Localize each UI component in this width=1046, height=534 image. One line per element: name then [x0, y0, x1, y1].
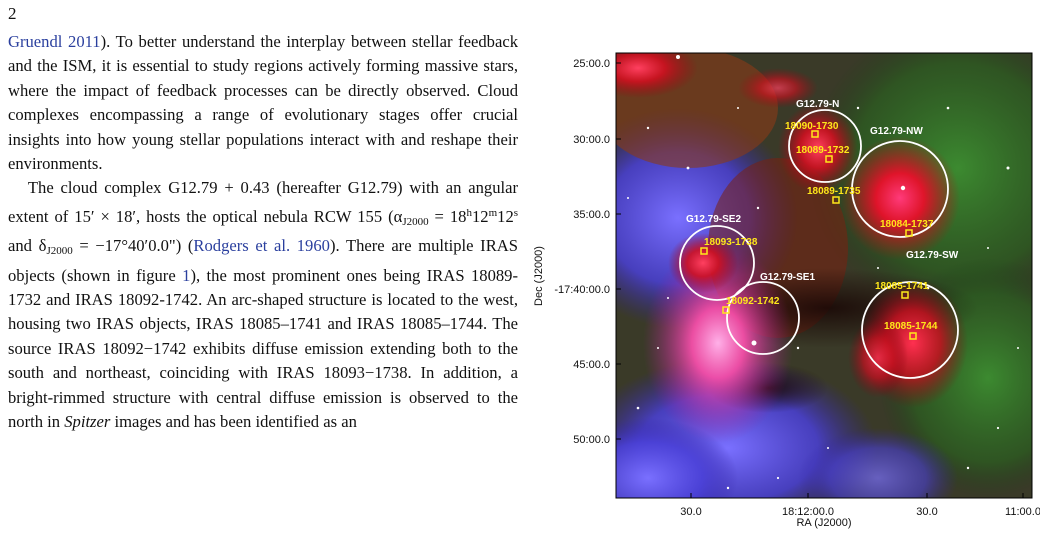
y-axis-ticks	[616, 62, 621, 440]
star-field	[627, 55, 1019, 490]
p2-text-a: The cloud complex G12.79 + 0.43 (hereaft…	[8, 178, 518, 226]
x-tick-label: 30.0	[680, 506, 701, 518]
y-tick-label: 30:00.0	[573, 134, 610, 146]
region-label-n: G12.79-N	[796, 99, 839, 110]
source-marker	[825, 155, 833, 163]
citation-link[interactable]: Gruendl 2011	[8, 32, 101, 51]
source-label: 18090-1730	[785, 121, 839, 132]
source-marker	[700, 247, 708, 255]
source-label: 18092-1742	[726, 296, 780, 307]
p2-sup-m: m	[488, 206, 498, 219]
source-label: 18093-1738	[704, 237, 758, 248]
x-tick-label: 18:12:00.0	[782, 506, 834, 518]
region-circle-se2	[679, 225, 755, 301]
p2-text-d: 12	[497, 206, 514, 226]
y-tick-label: -17:40:00.0	[554, 284, 610, 296]
body-text-column: Gruendl 2011). To better understand the …	[8, 30, 518, 435]
source-label: 18084-1737	[880, 219, 934, 230]
paragraph-1-text: ). To better understand the interplay be…	[8, 32, 518, 174]
source-label: 18085-1741	[875, 281, 929, 292]
p2-text-b: = 18	[428, 206, 467, 226]
y-tick-label: 25:00.0	[573, 58, 610, 70]
source-label: 18085-1744	[884, 321, 938, 332]
p2-text-f: = −17°40′0.0") (	[72, 236, 194, 256]
figure-ref-link[interactable]: 1	[182, 265, 191, 285]
p2-sub-2: J2000	[46, 245, 73, 258]
source-marker	[901, 291, 909, 299]
source-markers	[700, 130, 917, 340]
p2-text-c: 12	[471, 206, 489, 226]
page-number: 2	[8, 4, 17, 23]
source-marker	[905, 229, 913, 237]
source-marker	[811, 130, 819, 138]
region-circle-n	[788, 109, 862, 183]
region-circle-nw	[851, 140, 949, 238]
p2-emphasis: Spitzer	[64, 412, 111, 432]
source-label: 18089-1735	[807, 186, 861, 197]
p2-text-j: images and has been identified as an	[110, 412, 357, 432]
x-tick-label: 30.0	[916, 506, 937, 518]
sky-image	[616, 53, 1032, 498]
x-axis-label: RA (J2000)	[796, 517, 851, 529]
p2-text-g: ). There are multiple IRAS objects (show…	[8, 236, 518, 285]
paragraph-1: Gruendl 2011). To better understand the …	[8, 30, 518, 176]
region-label-se2: G12.79-SE2	[686, 214, 741, 225]
x-tick-label: 11:00.0	[1005, 506, 1040, 518]
figure-1: 25:00.0 30:00.0 35:00.0 -17:40:00.0 45:0…	[528, 48, 1040, 534]
p2-text-e: and δ	[8, 236, 47, 256]
source-label: 18089-1732	[796, 145, 850, 156]
region-circles	[679, 109, 959, 379]
x-axis-ticks	[690, 493, 1024, 498]
region-circle-sw	[861, 281, 959, 379]
p2-sup-s: s	[513, 206, 519, 219]
source-marker	[722, 306, 730, 314]
source-marker	[909, 332, 917, 340]
p2-text-i: ), the most prominent ones being IRAS 18…	[8, 265, 519, 432]
paragraph-2: The cloud complex G12.79 + 0.43 (hereaft…	[8, 176, 518, 434]
source-marker	[832, 196, 840, 204]
region-label-se1: G12.79-SE1	[760, 272, 815, 283]
region-circle-se1	[726, 281, 800, 355]
region-label-nw: G12.79-NW	[870, 126, 923, 137]
p2-sup-h: h	[466, 206, 472, 219]
y-tick-label: 35:00.0	[573, 209, 610, 221]
plot-frame	[615, 52, 1033, 499]
y-tick-label: 45:00.0	[573, 359, 610, 371]
citation-link[interactable]: Rodgers et al. 1960	[193, 236, 330, 256]
p2-sub-1: J2000	[402, 215, 429, 228]
region-label-sw: G12.79-SW	[906, 250, 959, 261]
y-axis-label: Dec (J2000)	[533, 246, 545, 306]
y-tick-label: 50:00.0	[573, 434, 610, 446]
